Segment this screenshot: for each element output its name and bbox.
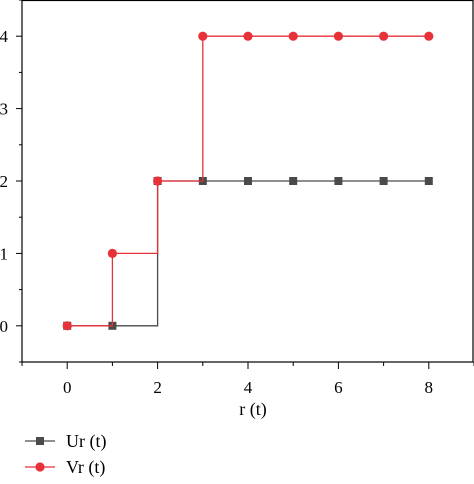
series-2-line	[67, 35, 429, 327]
series-2-point	[243, 31, 253, 41]
series-1-point	[244, 177, 252, 185]
series-2-point	[288, 31, 298, 41]
legend-item: Vr (t)	[25, 457, 105, 478]
legend-label: Vr (t)	[66, 457, 105, 478]
x-tick-label: 8	[425, 378, 434, 397]
x-tick-label: 6	[334, 378, 343, 397]
x-tick-label: 4	[244, 378, 253, 397]
y-tick-label: 0	[0, 317, 8, 336]
series-2-point	[198, 31, 208, 41]
series-2-point	[424, 31, 434, 41]
y-tick-label: 4	[0, 27, 9, 46]
series-1-point	[334, 177, 343, 185]
legend-marker	[36, 437, 44, 445]
series-1-line	[67, 180, 429, 327]
series-2-point	[333, 31, 343, 41]
series-1-point	[379, 177, 388, 185]
legend-item: Ur (t)	[25, 431, 106, 452]
x-tick-label: 2	[153, 378, 162, 397]
y-tick-label: 2	[0, 172, 8, 191]
x-axis-title: r (t)	[239, 399, 266, 420]
series-group	[62, 31, 434, 331]
series-2-point	[62, 321, 72, 331]
series-1-point	[289, 177, 298, 185]
series-1-point	[424, 177, 433, 185]
x-tick-label: 0	[63, 378, 72, 397]
y-tick-label: 3	[0, 100, 8, 119]
y-tick-label: 1	[0, 244, 8, 263]
legend-marker	[35, 462, 45, 472]
legend: Ur (t) Vr (t)	[25, 431, 106, 478]
axes: 0 2 4 6 8 0 1 2 3 4 r (t)	[0, 0, 474, 420]
series-2-point	[153, 176, 163, 186]
series-2-point	[379, 31, 389, 41]
series-2-point	[107, 248, 117, 258]
legend-label: Ur (t)	[66, 431, 106, 452]
